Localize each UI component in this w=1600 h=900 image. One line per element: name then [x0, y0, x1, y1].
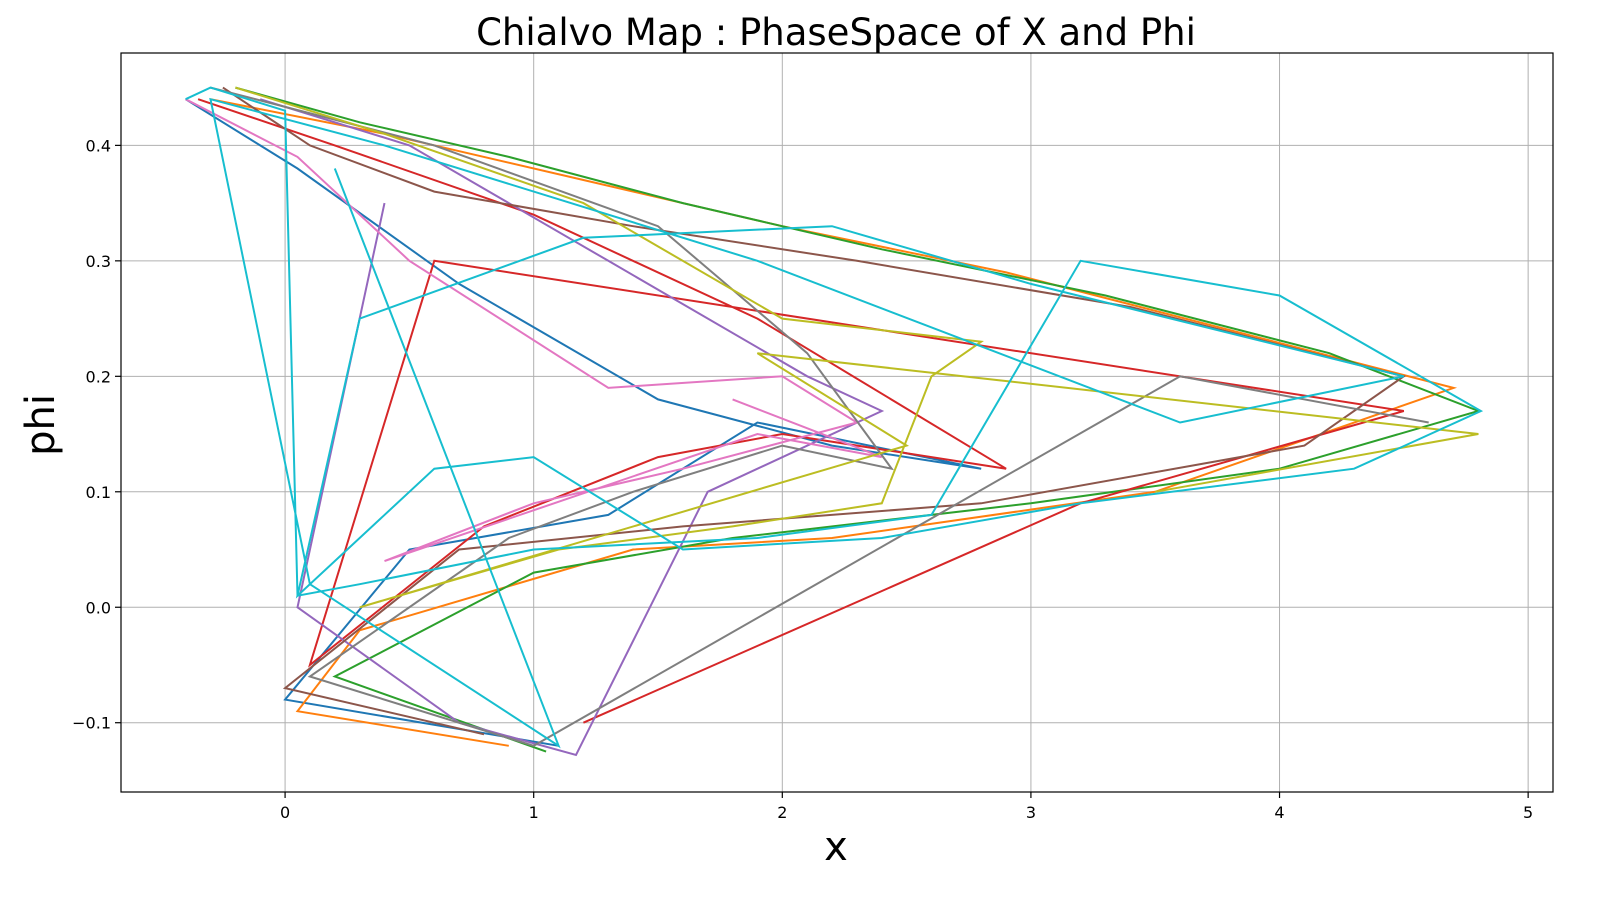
y-tick-label: 0.1 [86, 483, 111, 502]
x-ticks: 0 1 2 3 4 5 [280, 792, 1533, 822]
chart-title: Chialvo Map : PhaseSpace of X and Phi [476, 11, 1196, 54]
x-tick-label: 2 [777, 803, 787, 822]
series-line-8 [235, 86, 1479, 609]
y-tick-label: −0.1 [72, 714, 111, 733]
y-tick-label: 0.0 [86, 598, 111, 617]
series-line-6 [185, 98, 883, 563]
series-line-7 [210, 86, 1429, 747]
series-line-1 [210, 98, 1458, 747]
x-axis-label: x [824, 824, 848, 870]
y-ticks: −0.1 0.0 0.1 0.2 0.3 0.4 [72, 136, 121, 733]
series-line-9 [185, 86, 1484, 749]
y-tick-label: 0.4 [86, 136, 111, 155]
series-line-5 [222, 86, 1407, 736]
grid-lines [121, 53, 1553, 792]
x-tick-label: 4 [1274, 803, 1284, 822]
y-tick-label: 0.2 [86, 367, 111, 386]
series-line-2 [235, 86, 1482, 753]
series-line-0 [185, 98, 982, 747]
series-line-3 [197, 98, 1405, 724]
x-tick-label: 0 [280, 803, 290, 822]
x-tick-label: 5 [1523, 803, 1533, 822]
y-tick-label: 0.3 [86, 252, 111, 271]
y-axis-label: phi [18, 394, 64, 456]
series-line-4 [259, 98, 885, 757]
x-tick-label: 3 [1026, 803, 1036, 822]
series-lines [185, 86, 1484, 757]
plot-frame [120, 52, 1554, 793]
x-tick-label: 1 [529, 803, 539, 822]
